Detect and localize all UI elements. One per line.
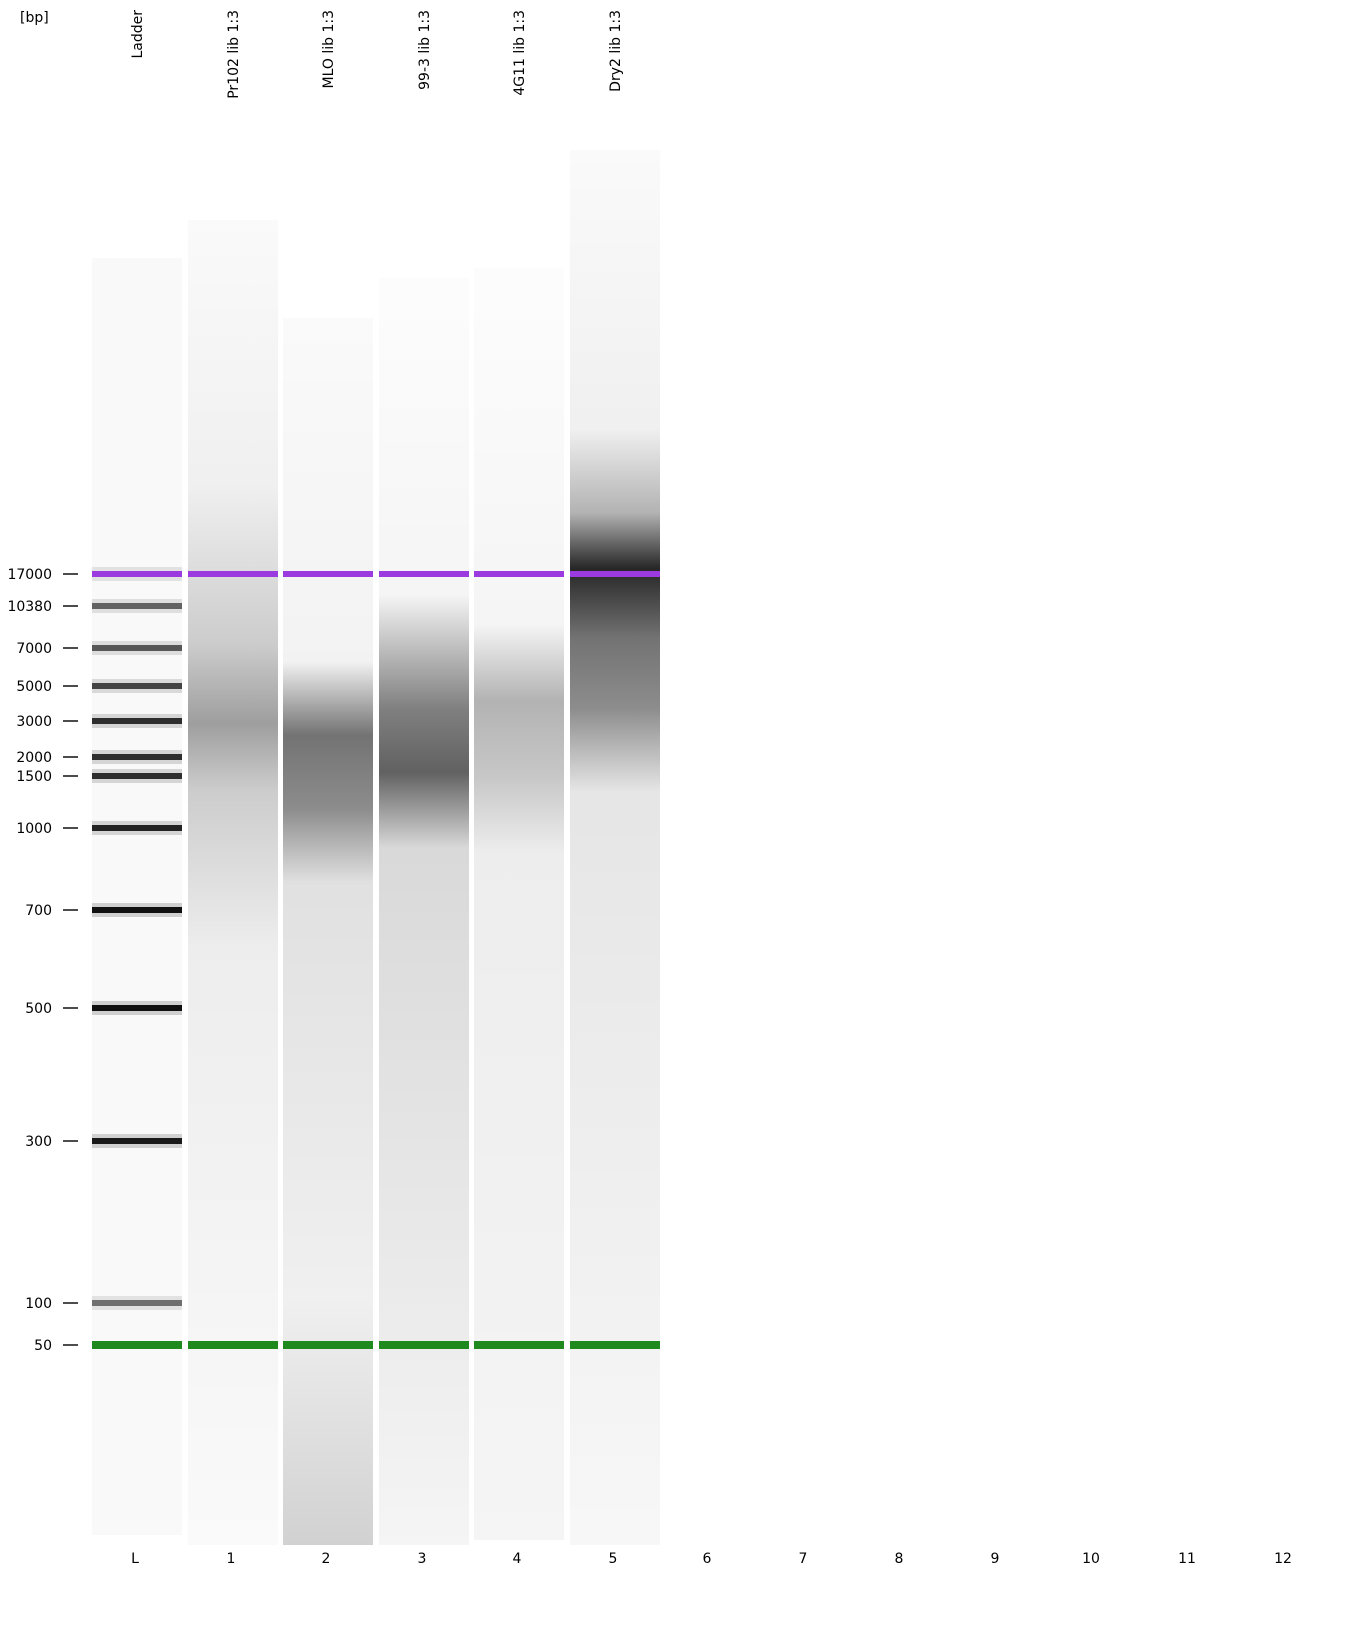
ladder-band <box>92 1138 182 1144</box>
ladder-band <box>92 754 182 760</box>
size-tick-label: 7000 <box>16 641 52 657</box>
lane-id: 5 <box>609 1551 618 1567</box>
lane-background <box>570 150 660 1545</box>
empty-lane-id: 11 <box>1178 1551 1196 1567</box>
ladder-band <box>92 907 182 913</box>
lower-marker-band <box>283 1341 373 1349</box>
ladder-band <box>92 1005 182 1011</box>
ladder-band <box>92 645 182 651</box>
ladder-band <box>92 825 182 831</box>
upper-marker-band <box>283 571 373 577</box>
lane-name: 4G11 lib 1:3 <box>512 10 528 96</box>
lane-ids: L 1 2 3 4 5 6 7 8 9 10 11 12 <box>131 1551 1292 1567</box>
upper-marker-band <box>92 571 182 577</box>
lane-id: 1 <box>227 1551 236 1567</box>
size-tick-label: 3000 <box>16 714 52 730</box>
ladder-band <box>92 683 182 689</box>
ladder-band <box>92 773 182 779</box>
size-tick-label: 700 <box>25 903 52 919</box>
lower-marker-band <box>379 1341 469 1349</box>
lane-name: 99-3 lib 1:3 <box>417 10 433 90</box>
empty-lane-id: 8 <box>895 1551 904 1567</box>
lane-id: L <box>131 1551 139 1567</box>
lane-3: 99-3 lib 1:3 <box>379 10 469 1545</box>
lower-marker-band <box>474 1341 564 1349</box>
empty-lane-id: 12 <box>1274 1551 1292 1567</box>
lane-5: Dry2 lib 1:3 <box>570 10 660 1545</box>
lower-marker-band <box>188 1341 278 1349</box>
lane-background <box>283 318 373 1545</box>
lane-name: Ladder <box>130 10 146 59</box>
upper-marker-band <box>474 571 564 577</box>
ladder-band <box>92 603 182 609</box>
empty-lane-id: 7 <box>799 1551 808 1567</box>
empty-lane-id: 10 <box>1082 1551 1100 1567</box>
size-tick-label: 1000 <box>16 821 52 837</box>
size-tick-label: 1500 <box>16 769 52 785</box>
size-tick-label: 2000 <box>16 750 52 766</box>
size-tick-label: 10380 <box>7 599 52 615</box>
lane-name: Pr102 lib 1:3 <box>226 10 242 99</box>
upper-marker-band <box>379 571 469 577</box>
size-tick-label: 50 <box>34 1338 52 1354</box>
size-tick-label: 100 <box>25 1296 52 1312</box>
unit-label: [bp] <box>20 10 49 26</box>
ladder-band <box>92 1300 182 1306</box>
size-tick-label: 17000 <box>7 567 52 583</box>
lane-name: Dry2 lib 1:3 <box>608 10 624 92</box>
lane-1: Pr102 lib 1:3 <box>188 10 278 1545</box>
lane-background <box>188 220 278 1545</box>
lower-marker-band <box>570 1341 660 1349</box>
lane-2: MLO lib 1:3 <box>283 10 373 1545</box>
lane-l: Ladder <box>92 10 182 1349</box>
lane-background <box>474 268 564 1540</box>
lower-marker-band <box>92 1341 182 1349</box>
lane-background <box>379 278 469 1545</box>
size-tick-label: 5000 <box>16 679 52 695</box>
lane-id: 3 <box>418 1551 427 1567</box>
upper-marker-band <box>570 571 660 577</box>
size-tick-label: 300 <box>25 1134 52 1150</box>
size-axis: 17000 10380 7000 5000 3000 2000 1500 1000 700 500… <box>7 567 78 1354</box>
empty-lane-id: 9 <box>991 1551 1000 1567</box>
ladder-band <box>92 718 182 724</box>
lane-id: 2 <box>322 1551 331 1567</box>
upper-marker-band <box>188 571 278 577</box>
size-tick-label: 500 <box>25 1001 52 1017</box>
empty-lane-id: 6 <box>703 1551 712 1567</box>
lane-4: 4G11 lib 1:3 <box>474 10 564 1540</box>
lanes: Ladder Pr102 lib 1:3 MLO lib 1:3 99-3 lib 1… <box>92 10 660 1545</box>
lane-name: MLO lib 1:3 <box>321 10 337 89</box>
lane-id: 4 <box>513 1551 522 1567</box>
